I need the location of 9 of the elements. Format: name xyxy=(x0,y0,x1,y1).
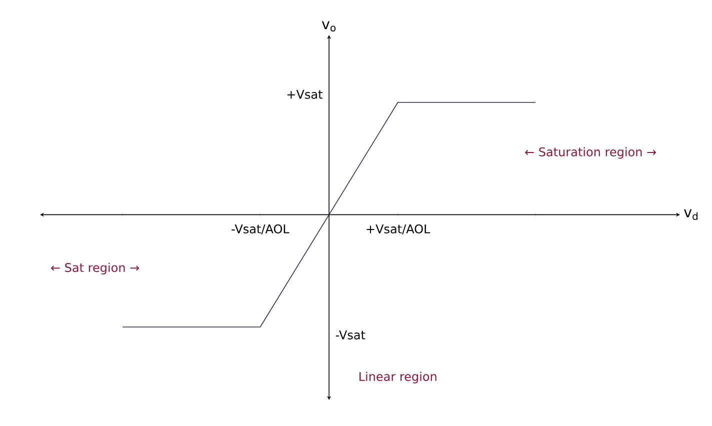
text: -Vsat xyxy=(336,330,366,340)
x-axis-title: v$_{d}$ xyxy=(684,209,698,220)
text: Linear region xyxy=(360,372,436,384)
y-axis-title: v$_{o}$ xyxy=(322,21,336,32)
x-tick-label: +Vsat/AOL xyxy=(366,224,430,234)
annotation: ← Saturation region → xyxy=(525,147,656,159)
text: +Vsat xyxy=(287,90,322,99)
annotation: ← Sat region → xyxy=(51,262,140,274)
x-tick-label: -Vsat/AOL xyxy=(232,224,290,234)
